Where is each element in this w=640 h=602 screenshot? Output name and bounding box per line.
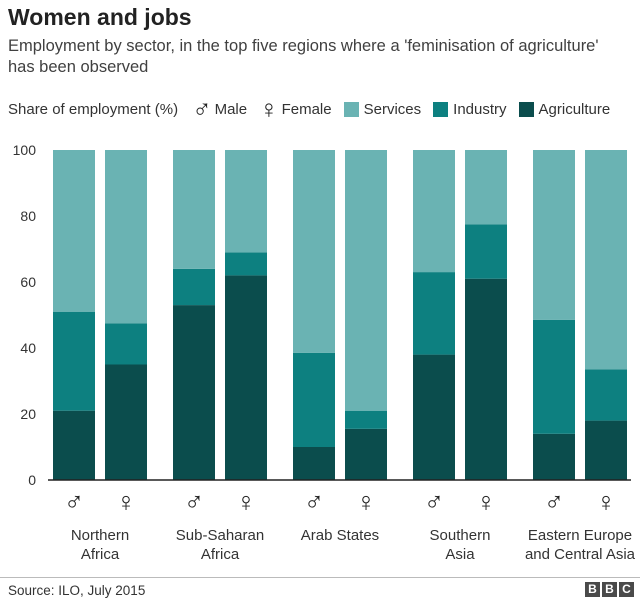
category-label: Africa: [201, 546, 240, 563]
bar-segment-agriculture: [533, 433, 575, 480]
category-label: Sub-Saharan: [176, 527, 264, 544]
male-symbol-icon: ♂: [424, 487, 444, 517]
bar-segment-agriculture: [53, 410, 95, 480]
male-symbol-icon: ♂: [192, 94, 212, 124]
bar-segment-agriculture: [585, 420, 627, 480]
bar-segment-services: [173, 150, 215, 269]
bar-segment-agriculture: [345, 428, 387, 480]
legend-axis-label: Share of employment (%): [8, 100, 179, 118]
bbc-logo-letter: B: [585, 582, 600, 597]
bar-segment-industry: [293, 352, 335, 447]
bar-segment-services: [585, 150, 627, 370]
chart-title: Women and jobs: [8, 4, 192, 30]
category-label: Africa: [81, 546, 120, 563]
legend-item-industry: Industry: [433, 100, 507, 118]
bbc-logo-letter: B: [602, 582, 617, 597]
legend-item-male: ♂ Male: [192, 96, 247, 122]
female-symbol-icon: ♀: [116, 487, 136, 517]
female-symbol-icon: ♀: [356, 487, 376, 517]
y-tick-label: 60: [20, 274, 36, 290]
legend-services-label: Services: [363, 100, 422, 118]
stacked-bar-chart: 0 20 40 60 80 100 ♂ ♀ Northern Africa ♂ ♀ Sub-Sahara…: [13, 142, 636, 563]
bar-segment-agriculture: [293, 447, 335, 480]
category-label: Southern: [430, 527, 491, 544]
chart-subtitle: Employment by sector, in the top five re…: [8, 37, 599, 76]
bar-segment-agriculture: [465, 278, 507, 480]
male-symbol-icon: ♂: [64, 487, 84, 517]
legend: Share of employment (%) ♂ Male ♀ Female …: [8, 96, 622, 122]
bar-segment-agriculture: [105, 364, 147, 480]
bar-segment-industry: [105, 323, 147, 365]
male-symbol-icon: ♂: [184, 487, 204, 517]
bar-segment-agriculture: [413, 354, 455, 480]
bar-segment-industry: [533, 319, 575, 434]
male-symbol-icon: ♂: [304, 487, 324, 517]
services-swatch: [343, 101, 359, 117]
bar-segment-industry: [173, 268, 215, 306]
bar-segment-services: [225, 150, 267, 253]
bar-segment-services: [533, 150, 575, 320]
y-tick-label: 40: [20, 340, 36, 356]
female-symbol-icon: ♀: [476, 487, 496, 517]
bar-segment-services: [413, 150, 455, 273]
category-label: and Central Asia: [525, 546, 636, 563]
bar-segment-industry: [413, 272, 455, 355]
bar-segment-industry: [345, 410, 387, 429]
y-tick-label: 20: [20, 406, 36, 422]
male-symbol-icon: ♂: [544, 487, 564, 517]
legend-item-agriculture: Agriculture: [518, 100, 611, 118]
bar-segment-services: [465, 150, 507, 225]
y-tick-label: 0: [28, 472, 36, 488]
bar-segment-industry: [53, 311, 95, 411]
bar-segment-services: [345, 150, 387, 411]
bar-segment-industry: [465, 224, 507, 279]
bar-segment-services: [105, 150, 147, 324]
bar-segment-agriculture: [173, 305, 215, 480]
bar-segment-industry: [585, 369, 627, 421]
bar-segment-services: [293, 150, 335, 353]
y-tick-label: 80: [20, 208, 36, 224]
legend-female-label: Female: [281, 100, 332, 118]
bar-segment-services: [53, 150, 95, 312]
legend-item-female: ♀ Female: [259, 96, 332, 122]
bbc-logo-letter: C: [619, 582, 634, 597]
bbc-logo: B B C: [585, 582, 634, 597]
female-symbol-icon: ♀: [259, 94, 279, 124]
female-symbol-icon: ♀: [236, 487, 256, 517]
category-label: Northern: [71, 527, 129, 544]
y-tick-label: 100: [13, 142, 37, 158]
female-symbol-icon: ♀: [596, 487, 616, 517]
legend-agriculture-label: Agriculture: [538, 100, 611, 118]
source-note: Source: ILO, July 2015: [8, 583, 146, 598]
category-label: Asia: [445, 546, 475, 563]
bar-segment-agriculture: [225, 275, 267, 480]
footer-divider: [0, 577, 640, 578]
category-label: Arab States: [301, 527, 379, 544]
legend-male-label: Male: [214, 100, 248, 118]
agriculture-swatch: [518, 101, 534, 117]
industry-swatch: [433, 101, 449, 117]
legend-item-services: Services: [343, 100, 422, 118]
bar-segment-industry: [225, 252, 267, 276]
category-label: Eastern Europe: [528, 527, 632, 544]
legend-industry-label: Industry: [453, 100, 507, 118]
